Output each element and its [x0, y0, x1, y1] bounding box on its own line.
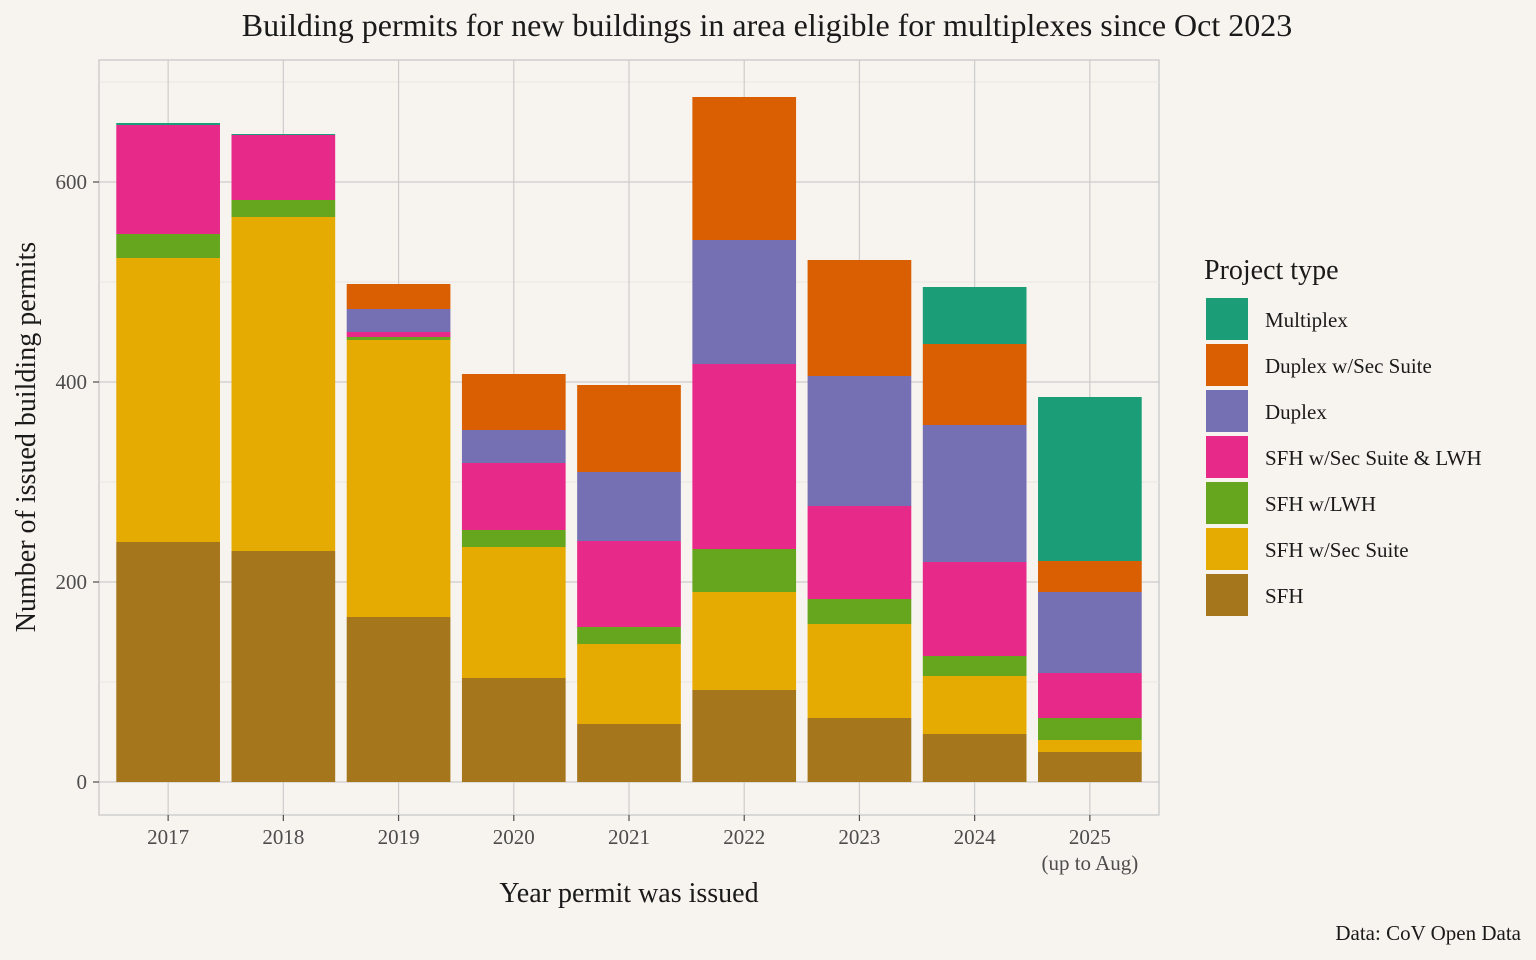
- bar-segment: [807, 599, 912, 624]
- bar-segment: [231, 551, 336, 782]
- x-tick-label: 2025: [1069, 825, 1111, 849]
- bar-segment: [346, 309, 451, 332]
- x-axis-title: Year permit was issued: [499, 878, 758, 909]
- bar-segment: [922, 676, 1027, 734]
- legend-swatch: [1206, 344, 1248, 386]
- bar-segment: [1038, 718, 1142, 740]
- bar-segment: [922, 656, 1027, 676]
- bar-segment: [116, 258, 220, 542]
- y-tick-label: 200: [56, 570, 88, 594]
- x-tick-sublabel: (up to Aug): [1041, 851, 1138, 875]
- y-tick-label: 600: [56, 170, 88, 194]
- bar-segment: [1038, 752, 1142, 782]
- bar-segment: [692, 549, 797, 592]
- bar-segment: [692, 690, 797, 782]
- x-tick-label: 2024: [954, 825, 997, 849]
- x-tick-label: 2017: [147, 825, 189, 849]
- bar-segment: [231, 217, 336, 551]
- legend-label: Duplex w/Sec Suite: [1265, 354, 1432, 378]
- legend-swatch: [1206, 482, 1248, 524]
- bar-segment: [346, 337, 451, 340]
- bar-segment: [922, 562, 1027, 656]
- legend-label: Multiplex: [1265, 308, 1348, 332]
- bar-segment: [1038, 673, 1142, 718]
- bar-segment: [116, 125, 220, 234]
- y-axis-title: Number of issued building permits: [11, 242, 42, 632]
- bar-segment: [807, 260, 912, 376]
- bar-segment: [922, 734, 1027, 782]
- bar-segment: [577, 541, 681, 627]
- legend-title: Project type: [1204, 255, 1339, 286]
- bar-segment: [346, 284, 451, 309]
- bar-segment: [577, 644, 681, 724]
- legend-label: SFH w/Sec Suite & LWH: [1265, 446, 1482, 470]
- legend: Project type Multiplex Duplex w/Sec Suite…: [1204, 255, 1482, 616]
- bar-segment: [1038, 397, 1142, 561]
- x-tick-label: 2020: [493, 825, 535, 849]
- legend-label: Duplex: [1265, 400, 1327, 424]
- y-tick-label: 400: [56, 370, 88, 394]
- legend-swatch: [1206, 574, 1248, 616]
- x-tick-label: 2021: [608, 825, 650, 849]
- bar-segment: [922, 344, 1027, 425]
- legend-label: SFH w/LWH: [1265, 492, 1376, 516]
- bar-segment: [692, 240, 797, 364]
- bar-segment: [807, 376, 912, 506]
- bar-segment: [231, 200, 336, 217]
- chart-title: Building permits for new buildings in ar…: [242, 7, 1292, 43]
- bar-segment: [692, 364, 797, 549]
- bar-segment: [807, 624, 912, 718]
- legend-label: SFH w/Sec Suite: [1265, 538, 1409, 562]
- y-tick-label: 0: [77, 770, 88, 794]
- bar-segment: [231, 134, 336, 135]
- bar-segment: [1038, 740, 1142, 752]
- bar-segment: [116, 542, 220, 782]
- bar-segment: [461, 547, 566, 678]
- bar-segment: [1038, 561, 1142, 592]
- legend-label: SFH: [1265, 584, 1304, 608]
- x-tick-label: 2023: [838, 825, 880, 849]
- bar-segment: [116, 123, 220, 125]
- data-source-caption: Data: CoV Open Data: [1335, 921, 1521, 945]
- bar-segment: [692, 592, 797, 690]
- x-tick-label: 2019: [378, 825, 420, 849]
- bar-segment: [461, 530, 566, 547]
- legend-swatch: [1206, 436, 1248, 478]
- bar-segment: [577, 724, 681, 782]
- legend-swatch: [1206, 298, 1248, 340]
- bar-segment: [922, 425, 1027, 562]
- bar-segment: [461, 374, 566, 430]
- bar-segment: [231, 135, 336, 200]
- legend-swatch: [1206, 390, 1248, 432]
- legend-swatch: [1206, 528, 1248, 570]
- bar-segment: [346, 617, 451, 782]
- bar-segment: [577, 385, 681, 472]
- bar-segment: [807, 506, 912, 599]
- bar-segment: [922, 287, 1027, 344]
- bar-segment: [577, 472, 681, 541]
- bar-segment: [461, 678, 566, 782]
- x-tick-label: 2018: [262, 825, 304, 849]
- bar-segment: [346, 332, 451, 337]
- x-tick-label: 2022: [723, 825, 765, 849]
- bar-segment: [807, 718, 912, 782]
- bar-segment: [1038, 592, 1142, 673]
- bar-segment: [116, 234, 220, 258]
- bar-segment: [346, 340, 451, 617]
- bar-segment: [461, 463, 566, 530]
- bar-segment: [692, 97, 797, 240]
- plot-area: 0 200 400 600 2017 2018 2019 2020 2021 2022 2023 20…: [56, 59, 1160, 875]
- bar-segment: [461, 430, 566, 463]
- bar-segment: [577, 627, 681, 644]
